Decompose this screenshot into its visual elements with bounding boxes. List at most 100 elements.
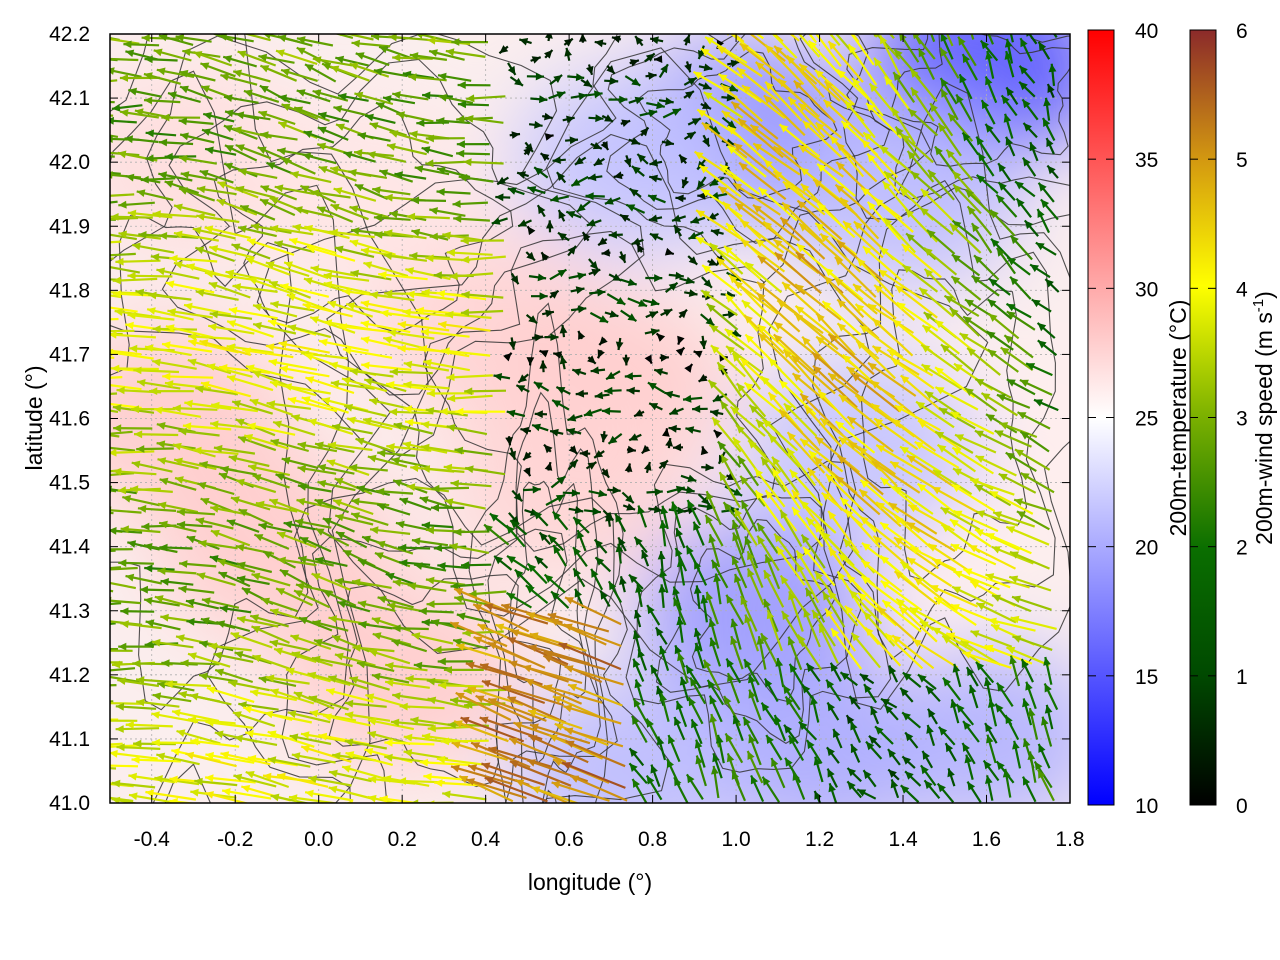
wind-arrow [1022, 122, 1038, 139]
wind-arrow [269, 224, 314, 236]
wind-arrow [164, 180, 200, 195]
wind-arrow [406, 212, 450, 221]
contour-line [546, 34, 932, 285]
wind-arrow-head [837, 69, 846, 79]
wind-arrow [702, 134, 711, 147]
wind-arrow [239, 204, 276, 221]
wind-arrow-head [753, 143, 763, 152]
wind-arrow [628, 96, 644, 105]
wind-arrow-head [952, 220, 962, 229]
wind-arrow-head [125, 173, 135, 182]
wind-arrow-head [734, 143, 743, 152]
wind-arrow [382, 95, 416, 105]
wind-arrow [937, 122, 962, 157]
wind-arrow-head [696, 210, 706, 218]
wind-arrow [464, 115, 504, 124]
wind-arrow-head [310, 189, 320, 197]
wind-arrow-head [722, 9, 731, 17]
wind-arrow-head [382, 95, 392, 103]
wind-arrow-head [92, 399, 101, 407]
wind-arrow [348, 168, 388, 179]
wind-arrow [378, 169, 414, 183]
wind-arrow [879, 144, 915, 176]
wind-arrow [661, 138, 675, 147]
wind-arrow [929, 102, 954, 137]
wind-arrow-shaft [829, 134, 865, 178]
wind-arrow-shaft [110, 233, 137, 241]
wind-arrow-head [631, 237, 641, 245]
wind-arrow [586, 64, 594, 76]
wind-arrow-head [195, 246, 205, 254]
wind-arrow-head [388, 34, 397, 42]
wind-arrow [544, 133, 554, 141]
wind-arrow-head [93, 192, 101, 200]
wind-arrow [123, 40, 160, 49]
wind-arrow [260, 185, 298, 201]
wind-arrow-shaft [797, 34, 821, 58]
wind-arrow-head [649, 214, 658, 223]
wind-arrow-shaft [874, 197, 914, 233]
wind-arrow-head [600, 141, 609, 150]
wind-arrow-shaft [798, 144, 844, 178]
wind-arrow-head [460, 236, 469, 245]
wind-arrow-head [575, 73, 585, 82]
wind-arrow [526, 225, 536, 236]
wind-arrow [890, 106, 916, 145]
wind-arrow-head [1019, 81, 1028, 91]
wind-arrow-head [334, 245, 344, 254]
wind-arrow-head [178, 154, 188, 163]
wind-arrow-head [755, 62, 765, 71]
wind-arrow-head [354, 91, 364, 100]
wind-arrow-head [1044, 20, 1052, 29]
wind-arrow-head [330, 65, 340, 73]
wind-arrow [145, 129, 177, 138]
wind-arrow-shaft [1028, 34, 1038, 45]
wind-arrow-head [606, 65, 615, 74]
wind-arrow-head [436, 117, 445, 125]
wind-arrow [772, 170, 819, 204]
wind-arrow-head [132, 242, 141, 251]
wind-arrow-head [763, 95, 773, 104]
contour-line [110, 34, 429, 803]
wind-arrow-head [694, 151, 704, 160]
wind-arrow-shaft [850, 34, 875, 66]
wind-arrow-head [258, 53, 268, 62]
wind-arrow-head [941, 88, 949, 98]
wind-arrow-head [773, 171, 783, 179]
wind-arrow [158, 138, 194, 147]
wind-arrow [110, 200, 118, 204]
wind-arrow-head [238, 225, 247, 233]
wind-arrow-head [124, 135, 133, 144]
wind-arrow-shaft [110, 511, 114, 515]
wind-arrow [179, 132, 215, 144]
wind-arrow [196, 213, 240, 224]
wind-arrow [216, 198, 258, 216]
wind-arrow-head [278, 121, 288, 129]
wind-arrow [581, 231, 591, 242]
contour-line [625, 460, 892, 773]
wind-arrow-head [1046, 138, 1054, 148]
wind-arrow-shaft [344, 34, 374, 41]
wind-arrow [1048, 63, 1057, 87]
wind-arrow-head [640, 127, 649, 137]
wind-arrow-head [619, 95, 628, 104]
wind-arrow-shaft [1009, 34, 1014, 43]
wind-arrow-head [534, 167, 543, 176]
wind-arrow-head [753, 204, 762, 213]
wind-arrow-shaft [110, 252, 136, 257]
wind-arrow [552, 156, 566, 164]
wind-arrow [719, 163, 760, 196]
wind-arrow [934, 145, 957, 176]
wind-arrow-shaft [700, 47, 744, 79]
wind-arrow [509, 131, 521, 139]
wind-arrow-head [531, 56, 541, 64]
wind-arrow-head [604, 197, 614, 205]
wind-arrow-head [83, 524, 92, 532]
wind-arrow-shaft [816, 163, 856, 197]
wind-arrow-head [110, 213, 119, 221]
wind-arrow [536, 204, 546, 218]
wind-arrow [1005, 136, 1016, 157]
wind-arrow-head [296, 89, 306, 97]
wind-arrow [704, 36, 748, 64]
wind-arrow-head [266, 162, 276, 170]
